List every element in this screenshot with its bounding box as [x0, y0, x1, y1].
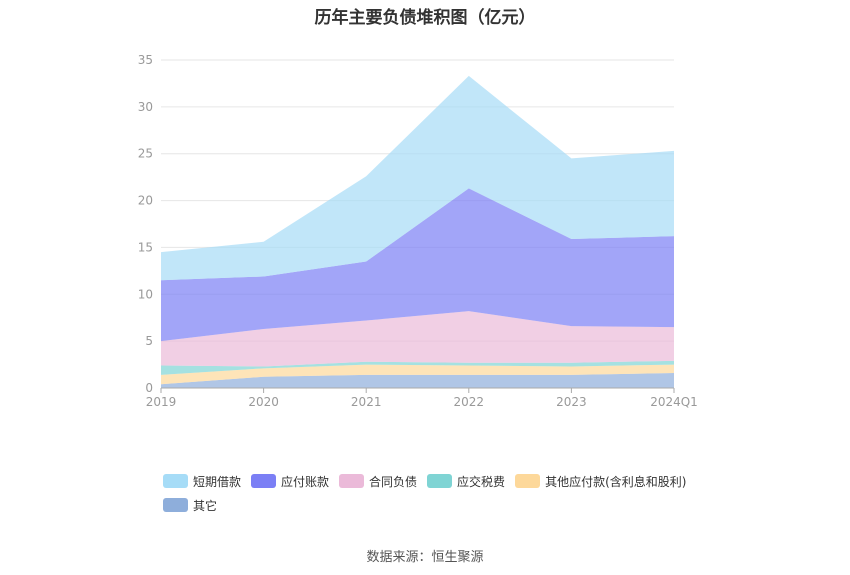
- y-tick-label: 0: [145, 381, 153, 395]
- chart-legend: 短期借款 应付账款 合同负债 应交税费 其他应付款(含利息和股利) 其它: [163, 473, 723, 513]
- y-tick-label: 5: [145, 334, 153, 348]
- legend-label: 应付账款: [281, 474, 330, 489]
- x-tick-label: 2022: [454, 395, 485, 409]
- legend-label: 短期借款: [193, 474, 242, 489]
- area-series-2: [161, 360, 674, 375]
- area-series-4: [161, 188, 674, 342]
- legend-item[interactable]: 应付账款: [251, 473, 329, 489]
- y-tick-label: 25: [138, 147, 153, 161]
- legend-item[interactable]: 合同负债: [339, 473, 417, 489]
- legend-item[interactable]: 其他应付款(含利息和股利): [515, 473, 686, 489]
- x-tick-label: 2019: [146, 395, 177, 409]
- area-series-5: [161, 75, 674, 281]
- x-tick-label: 2024Q1: [650, 395, 698, 409]
- legend-label: 其它: [193, 498, 218, 513]
- area-series-0: [161, 373, 674, 388]
- y-tick-label: 10: [138, 287, 153, 301]
- x-tick-label: 2020: [248, 395, 279, 409]
- legend-swatch: [163, 474, 188, 488]
- y-tick-label: 15: [138, 240, 153, 254]
- chart-title: 历年主要负债堆积图（亿元）: [314, 8, 536, 28]
- legend-item[interactable]: 其它: [163, 497, 217, 513]
- legend-label: 其他应付款(含利息和股利): [545, 474, 687, 489]
- legend-label: 应交税费: [457, 474, 506, 489]
- area-series-3: [161, 311, 674, 367]
- legend-swatch: [163, 498, 188, 512]
- legend-label: 合同负债: [369, 474, 418, 489]
- legend-swatch: [427, 474, 453, 488]
- legend-item[interactable]: 短期借款: [163, 473, 241, 489]
- x-tick-label: 2023: [556, 395, 587, 409]
- legend-swatch: [251, 474, 277, 488]
- y-tick-label: 35: [138, 53, 153, 67]
- area-series-1: [161, 364, 674, 385]
- legend-item[interactable]: 应交税费: [427, 473, 505, 489]
- legend-swatch: [339, 474, 365, 488]
- y-tick-label: 30: [138, 100, 153, 114]
- data-source-note: 数据来源：恒生聚源: [366, 550, 484, 565]
- legend-swatch: [515, 474, 541, 488]
- x-tick-label: 2021: [351, 395, 382, 409]
- y-tick-label: 20: [138, 194, 153, 208]
